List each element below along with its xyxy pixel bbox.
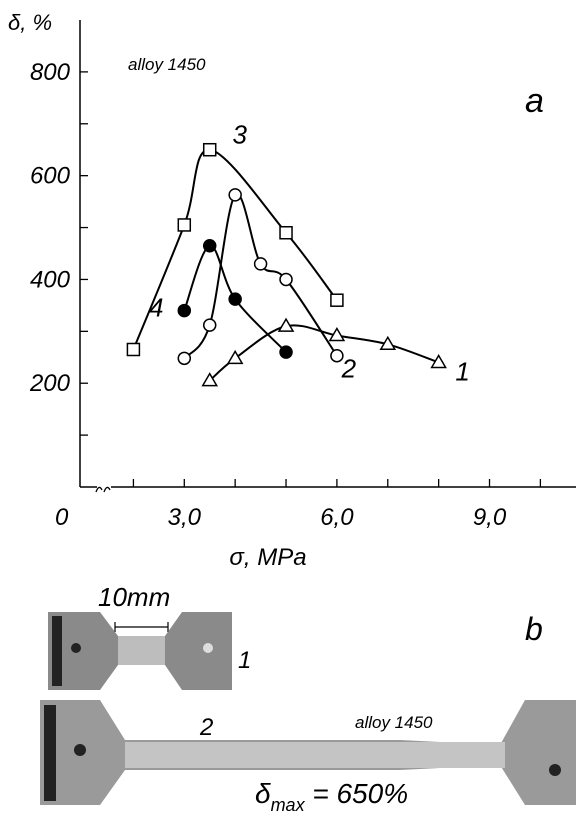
caption: δmax = 650%: [255, 778, 408, 815]
y-axis-label: δ, %: [8, 10, 52, 35]
y-tick-label: 600: [30, 163, 71, 190]
hole: [74, 744, 86, 756]
origin-label: 0: [55, 504, 69, 531]
marker: [202, 142, 217, 157]
marker: [328, 326, 346, 342]
panel-label: a: [525, 82, 544, 120]
axis-break-gap: [97, 480, 111, 494]
axis-break: [95, 486, 111, 493]
grip-2: [44, 705, 56, 801]
marker: [253, 257, 268, 271]
marker: [226, 349, 244, 365]
chart-title: alloy 1450: [128, 55, 206, 74]
series-line: [183, 244, 287, 353]
marker: [202, 238, 217, 253]
marker: [330, 348, 344, 363]
series-label: 1: [455, 356, 469, 386]
y-tick-label: 400: [30, 266, 71, 293]
marker: [202, 318, 217, 332]
panel-label-b: b: [525, 611, 543, 647]
y-tick-label: 800: [30, 59, 71, 86]
series-label: 4: [149, 293, 163, 323]
marker: [126, 342, 141, 357]
caption-rest: = 650%: [305, 778, 409, 809]
scale-bar: [114, 622, 169, 632]
series-line: [183, 192, 338, 360]
x-tick-label: 3,0: [168, 504, 202, 531]
marker: [228, 188, 242, 202]
grip-1: [52, 616, 62, 686]
marker: [430, 353, 447, 369]
specimen-1-label: 1: [238, 647, 251, 674]
x-axis-label: σ, MPa: [229, 544, 306, 571]
series-line: [132, 148, 338, 350]
series-label: 3: [232, 120, 247, 150]
marker: [279, 225, 293, 240]
caption-subscript: max: [271, 795, 306, 815]
marker: [379, 335, 397, 351]
marker: [279, 272, 293, 287]
series-line: [209, 324, 439, 382]
marker: [177, 218, 192, 232]
marker: [330, 293, 344, 307]
series-label: 2: [341, 354, 357, 384]
marker: [201, 372, 219, 387]
alloy-label: alloy 1450: [355, 713, 433, 732]
marker: [279, 345, 293, 359]
marker: [177, 303, 192, 318]
caption-symbol: δ: [255, 778, 271, 809]
specimen-2-label: 2: [199, 714, 213, 741]
x-tick-label: 6,0: [320, 504, 354, 531]
marker: [277, 317, 295, 332]
x-tick-label: 9,0: [473, 504, 507, 531]
hole: [71, 643, 81, 653]
y-tick-label: 200: [29, 370, 71, 397]
hole: [549, 764, 561, 776]
gauge-2: [125, 742, 505, 768]
hole: [203, 643, 213, 653]
photo: b 10mm 1 2 alloy 1450 δmax = 650%: [40, 582, 576, 815]
gauge-1: [118, 636, 165, 665]
scale-label: 10mm: [98, 582, 170, 612]
marker: [177, 351, 192, 366]
marker: [228, 292, 242, 306]
